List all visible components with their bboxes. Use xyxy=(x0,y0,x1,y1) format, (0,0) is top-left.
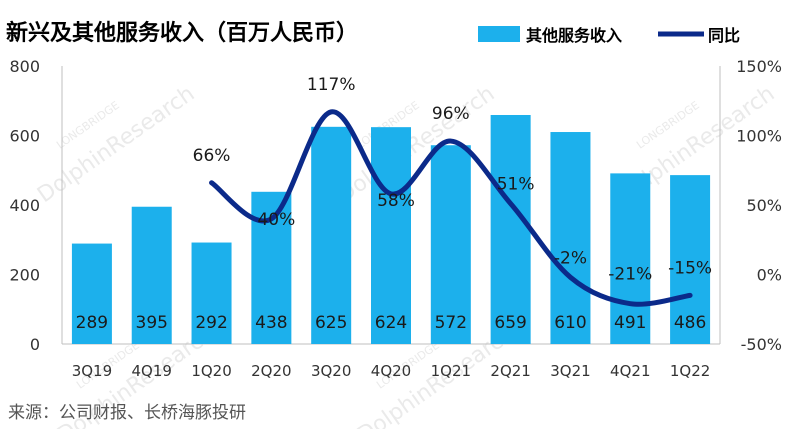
x-tick-label: 4Q21 xyxy=(610,362,650,380)
x-tick-label: 3Q21 xyxy=(550,362,590,380)
right-tick-label: 0% xyxy=(757,266,782,285)
bar xyxy=(430,145,471,344)
left-tick-label: 0 xyxy=(30,335,40,354)
bar xyxy=(550,132,591,344)
left-tick-label: 200 xyxy=(9,266,40,285)
bar-value-label: 572 xyxy=(435,313,467,333)
bar xyxy=(71,243,112,344)
line-labels: 66% 40% 117% 58% 96% 51% -2% -21% -15% xyxy=(193,75,712,285)
right-tick-label: 50% xyxy=(746,196,782,215)
x-tick-label: 2Q20 xyxy=(251,362,291,380)
line-value-label: 58% xyxy=(377,191,415,211)
x-tick-label: 1Q21 xyxy=(431,362,471,380)
line-value-label: -2% xyxy=(554,248,587,268)
x-tick-label: 1Q20 xyxy=(191,362,231,380)
x-tick-label: 1Q22 xyxy=(670,362,710,380)
left-tick-label: 400 xyxy=(9,196,40,215)
right-tick-label: 100% xyxy=(736,127,782,146)
right-axis-ticks: -50% 0% 50% 100% 150% xyxy=(736,57,782,354)
bar xyxy=(131,206,172,344)
bar xyxy=(311,126,352,344)
bar xyxy=(371,127,411,344)
bar-value-label: 659 xyxy=(494,313,526,333)
chart-title: 新兴及其他服务收入（百万人民币） xyxy=(6,20,358,46)
bars xyxy=(71,114,711,344)
bar xyxy=(610,173,651,344)
legend-bar-label: 其他服务收入 xyxy=(526,26,622,45)
bar-labels: 289 395 292 438 625 624 572 659 610 491 486 xyxy=(76,313,707,333)
left-tick-label: 600 xyxy=(9,127,40,146)
x-axis-ticks: 3Q19 4Q19 1Q20 2Q20 3Q20 4Q20 1Q21 2Q21 3Q21 4Q21… xyxy=(72,362,711,380)
line-value-label: 51% xyxy=(497,175,535,195)
bar xyxy=(490,114,531,344)
line-value-label: -15% xyxy=(668,258,712,278)
legend: 其他服务收入 同比 xyxy=(478,26,740,45)
bar xyxy=(191,242,232,344)
bar-value-label: 486 xyxy=(674,313,706,333)
yoy-line xyxy=(209,109,693,307)
source-note: 来源：公司财报、长桥海豚投研 xyxy=(8,403,246,423)
x-tick-label: 3Q20 xyxy=(311,362,351,380)
line-value-label: 96% xyxy=(432,104,470,124)
bar-value-label: 491 xyxy=(614,313,646,333)
line-value-label: -21% xyxy=(608,265,652,285)
bar-value-label: 625 xyxy=(315,313,347,333)
bar-value-label: 624 xyxy=(375,313,407,333)
bar-value-label: 292 xyxy=(195,313,227,333)
line-value-label: 66% xyxy=(193,146,231,166)
legend-bar-swatch xyxy=(478,26,520,42)
line-value-label: 117% xyxy=(307,75,356,95)
right-tick-label: 150% xyxy=(736,57,782,76)
bar-value-label: 438 xyxy=(255,313,287,333)
x-tick-label: 4Q19 xyxy=(132,362,172,380)
left-axis-ticks: 0 200 400 600 800 xyxy=(9,57,40,354)
bar-value-label: 395 xyxy=(136,313,168,333)
left-tick-label: 800 xyxy=(9,57,40,76)
right-tick-label: -50% xyxy=(741,335,782,354)
bar-value-label: 289 xyxy=(76,313,108,333)
bar xyxy=(670,175,711,344)
legend-line-label: 同比 xyxy=(708,26,740,45)
line-value-label: 40% xyxy=(257,210,295,230)
x-tick-label: 2Q21 xyxy=(490,362,530,380)
bar-value-label: 610 xyxy=(554,313,586,333)
x-tick-label: 4Q20 xyxy=(371,362,411,380)
x-tick-label: 3Q19 xyxy=(72,362,112,380)
